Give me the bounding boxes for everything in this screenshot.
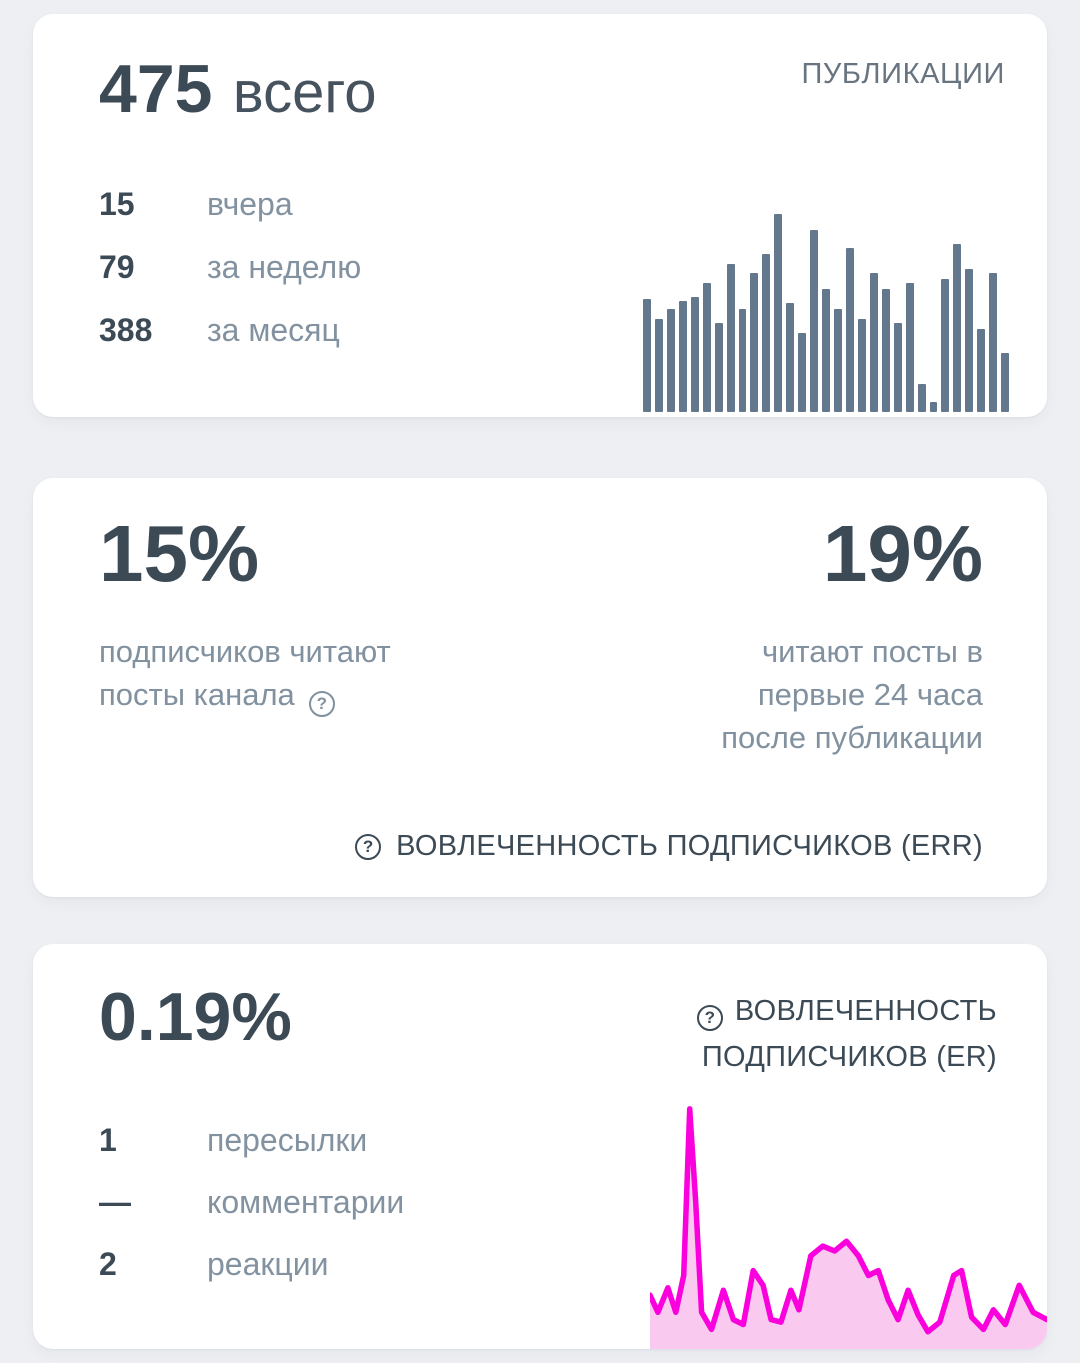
stat-value-month: 388 bbox=[99, 312, 153, 348]
help-question-icon[interactable]: ? bbox=[696, 1004, 723, 1031]
publications-card-title: ПУБЛИКАЦИИ bbox=[801, 58, 1005, 90]
er-card-title-text: ВОВЛЕЧЕННОСТЬ ПОДПИСЧИКОВ (ER) bbox=[701, 995, 997, 1073]
er-area-line bbox=[650, 1106, 1047, 1335]
publications-total-value: 475 bbox=[99, 51, 213, 127]
stat-value-yesterday: 15 bbox=[99, 186, 135, 222]
publications-bar-chart[interactable] bbox=[643, 214, 1010, 412]
er-area-chart[interactable] bbox=[650, 1099, 1047, 1349]
er-area-chart-svg bbox=[650, 1106, 1047, 1349]
help-question-icon[interactable]: ? bbox=[355, 833, 382, 860]
err-read-description: подписчиков читают посты канала? bbox=[99, 630, 469, 717]
err-card: 15% 19% подписчиков читают посты канала?… bbox=[33, 478, 1047, 897]
er-card-title: ? ВОВЛЕЧЕННОСТЬ ПОДПИСЧИКОВ (ER) bbox=[652, 988, 997, 1080]
publications-card: 475 всего ПУБЛИКАЦИИ 15 вчера 79 за неде… bbox=[33, 14, 1047, 417]
stat-row-month: 388 за месяц bbox=[99, 312, 361, 375]
stat-row-comments: — комментарии bbox=[99, 1184, 404, 1246]
err-footer-label: ВОВЛЕЧЕННОСТЬ ПОДПИСЧИКОВ (ERR) bbox=[396, 830, 983, 862]
stat-label-forwards: пересылки bbox=[207, 1122, 368, 1158]
err-percent-read: 15% bbox=[99, 509, 260, 598]
publications-total: 475 всего bbox=[99, 50, 376, 128]
help-question-icon[interactable]: ? bbox=[308, 690, 335, 717]
stat-label-week: за неделю bbox=[207, 249, 362, 285]
err-read-description-text: подписчиков читают посты канала bbox=[99, 634, 391, 712]
stat-row-week: 79 за неделю bbox=[99, 249, 361, 312]
stat-label-comments: комментарии bbox=[207, 1184, 405, 1220]
stat-row-forwards: 1 пересылки bbox=[99, 1122, 404, 1184]
err-percent-24h: 19% bbox=[822, 509, 983, 598]
er-stats: 1 пересылки — комментарии 2 реакции bbox=[99, 1122, 404, 1308]
publications-total-label: всего bbox=[232, 60, 377, 125]
err-24h-description: читают посты в первые 24 часа после публ… bbox=[721, 634, 983, 755]
er-area-fill bbox=[650, 1108, 1047, 1349]
err-footer: ? ВОВЛЕЧЕННОСТЬ ПОДПИСЧИКОВ (ERR) bbox=[355, 830, 983, 863]
stat-label-reactions: реакции bbox=[207, 1246, 329, 1282]
stat-value-week: 79 bbox=[99, 249, 135, 285]
er-card: 0.19% ? ВОВЛЕЧЕННОСТЬ ПОДПИСЧИКОВ (ER) 1 … bbox=[33, 944, 1047, 1349]
stat-row-reactions: 2 реакции bbox=[99, 1246, 404, 1308]
stat-value-reactions: 2 bbox=[99, 1246, 117, 1282]
publications-stats: 15 вчера 79 за неделю 388 за месяц bbox=[99, 186, 361, 375]
stat-row-yesterday: 15 вчера bbox=[99, 186, 361, 249]
er-percent-value: 0.19% bbox=[99, 979, 292, 1055]
stat-label-yesterday: вчера bbox=[207, 186, 293, 222]
stat-value-comments: — bbox=[99, 1184, 131, 1220]
stat-label-month: за месяц bbox=[207, 312, 340, 348]
stat-value-forwards: 1 bbox=[99, 1122, 117, 1158]
